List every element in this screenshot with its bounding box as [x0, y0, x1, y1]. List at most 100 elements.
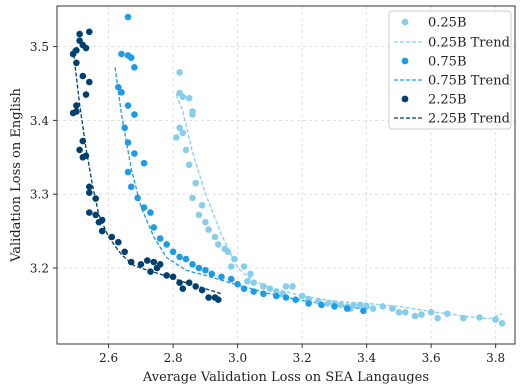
data-point-0.75B	[124, 139, 132, 146]
data-point-0.25B	[189, 111, 196, 118]
legend: 0.25B 0.25B Trend 0.75B 0.75B Trend 2.25…	[388, 10, 512, 130]
data-point-2.25B	[163, 272, 170, 279]
data-point-2.25B	[108, 233, 116, 241]
legend-marker-075b	[401, 57, 409, 65]
data-point-2.25B	[198, 286, 206, 294]
data-point-0.75B	[305, 300, 312, 307]
data-point-2.25B	[69, 50, 77, 58]
data-point-0.75B	[273, 292, 280, 300]
plot-frame	[56, 5, 516, 345]
data-point-0.75B	[260, 290, 267, 298]
data-point-0.75B	[227, 275, 235, 283]
data-point-0.75B	[331, 303, 338, 310]
data-point-2.25B	[79, 137, 87, 145]
data-point-0.75B	[218, 273, 225, 281]
data-point-2.25B	[82, 44, 90, 52]
data-point-0.25B	[185, 94, 193, 102]
data-point-2.25B	[215, 296, 222, 304]
data-point-0.25B	[492, 316, 499, 323]
data-point-0.75B	[140, 204, 148, 211]
data-point-0.25B	[227, 263, 235, 270]
data-point-2.25B	[192, 283, 199, 290]
data-point-0.25B	[202, 218, 209, 226]
data-point-0.25B	[266, 285, 274, 293]
data-point-0.25B	[402, 309, 409, 316]
data-point-2.25B	[76, 146, 83, 154]
data-point-0.75B	[124, 168, 132, 176]
data-point-0.75B	[282, 294, 290, 301]
grid	[57, 6, 515, 344]
data-point-0.25B	[185, 161, 193, 168]
data-point-2.25B	[176, 279, 183, 287]
data-point-2.25B	[86, 209, 93, 216]
data-point-0.25B	[247, 270, 254, 278]
legend-label-025b: 0.25B	[428, 16, 467, 31]
data-point-0.25B	[205, 226, 212, 233]
data-point-0.25B	[215, 241, 222, 248]
data-point-0.75B	[189, 261, 196, 268]
y-axis-label: Validation Loss on English	[9, 87, 24, 262]
data-point-2.25B	[86, 183, 93, 191]
data-point-0.25B	[298, 292, 306, 300]
x-axis-label: Average Validation Loss on SEA Langauges	[142, 370, 429, 385]
y-tick-label: 3.2	[30, 261, 49, 275]
data-point-0.25B	[211, 233, 219, 241]
legend-label-225b-trend: 2.25B Trend	[428, 112, 510, 127]
data-point-2.25B	[137, 261, 145, 268]
data-point-0.75B	[163, 241, 170, 248]
data-point-2.25B	[76, 30, 83, 38]
x-tick-label: 2.6	[99, 351, 118, 365]
data-point-0.25B	[244, 278, 251, 285]
data-point-0.25B	[411, 312, 419, 320]
data-point-0.25B	[179, 129, 187, 137]
data-point-2.25B	[86, 28, 93, 36]
data-point-0.25B	[369, 305, 377, 312]
data-point-0.75B	[124, 102, 132, 109]
x-tick-label: 3.8	[486, 351, 505, 365]
data-point-0.75B	[208, 270, 216, 278]
data-point-0.75B	[131, 64, 138, 71]
data-point-0.75B	[134, 194, 141, 202]
data-points	[69, 13, 506, 327]
data-point-2.25B	[121, 248, 128, 256]
y-tick-label: 3.4	[30, 114, 49, 128]
data-point-0.25B	[395, 309, 403, 316]
data-point-0.75B	[344, 305, 351, 312]
data-point-0.75B	[240, 285, 248, 293]
data-point-0.75B	[234, 280, 241, 288]
data-point-2.25B	[69, 109, 77, 117]
data-point-2.25B	[153, 264, 161, 272]
data-point-0.75B	[250, 288, 257, 295]
data-point-0.75B	[127, 183, 135, 191]
data-point-0.25B	[379, 303, 387, 310]
data-point-2.25B	[98, 227, 106, 235]
legend-label-075b: 0.75B	[428, 55, 467, 70]
data-point-0.25B	[189, 194, 196, 202]
data-point-2.25B	[205, 294, 212, 301]
data-point-0.75B	[131, 150, 138, 157]
data-point-0.25B	[192, 179, 199, 187]
data-point-2.25B	[95, 218, 103, 226]
data-point-2.25B	[185, 279, 193, 287]
data-point-0.25B	[231, 255, 238, 263]
data-point-0.25B	[476, 314, 483, 321]
data-point-2.25B	[169, 273, 177, 281]
data-point-0.75B	[182, 255, 190, 263]
data-point-2.25B	[92, 211, 99, 219]
data-point-0.75B	[147, 209, 154, 216]
data-point-2.25B	[86, 189, 93, 196]
data-point-0.25B	[460, 314, 467, 322]
data-point-2.25B	[147, 268, 154, 276]
data-point-0.25B	[434, 314, 441, 322]
legend-marker-025b	[401, 18, 409, 26]
data-point-2.25B	[150, 258, 158, 266]
data-point-0.75B	[150, 224, 158, 231]
data-point-0.75B	[169, 248, 177, 256]
data-point-0.25B	[224, 248, 232, 256]
data-point-0.25B	[260, 283, 267, 290]
data-point-2.25B	[79, 72, 87, 80]
data-point-0.25B	[444, 310, 451, 318]
data-point-0.25B	[337, 301, 345, 309]
